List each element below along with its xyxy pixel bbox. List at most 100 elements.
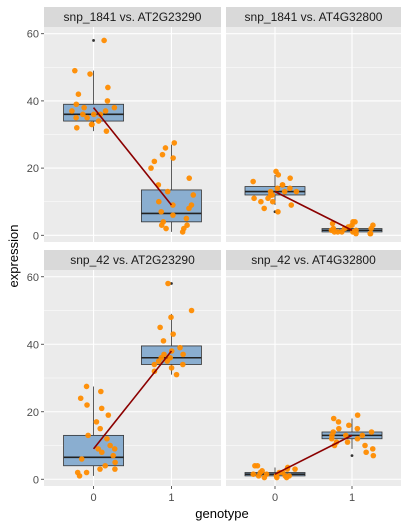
data-point — [72, 67, 78, 74]
data-point — [83, 469, 90, 476]
data-point — [265, 195, 271, 202]
data-point — [151, 158, 158, 165]
data-point — [344, 439, 351, 445]
data-point — [102, 462, 109, 469]
y-tick-label: 20 — [27, 407, 39, 419]
data-point — [281, 188, 288, 195]
data-point — [155, 358, 162, 364]
facet-title: snp_1841 vs. AT2G23290 — [64, 10, 202, 24]
data-point — [170, 212, 176, 218]
data-point — [258, 198, 264, 205]
box-outlier — [170, 282, 173, 285]
trend-line — [92, 107, 173, 206]
data-point — [97, 466, 103, 472]
data-point — [104, 98, 111, 104]
data-point — [157, 324, 163, 331]
facet-panel-1: snp_1841 vs. AT2G23290 0 20 40 60 — [27, 7, 221, 242]
y-tick-label: 20 — [27, 163, 39, 175]
facet-title: snp_1841 vs. AT4G32800 — [245, 10, 383, 24]
data-point — [107, 442, 113, 449]
data-point — [287, 185, 293, 192]
data-point — [170, 202, 176, 208]
facet-title: snp_42 vs. AT4G32800 — [251, 253, 376, 267]
data-point — [279, 182, 286, 188]
data-point — [261, 474, 268, 481]
data-point — [111, 446, 118, 452]
data-point — [112, 459, 118, 466]
data-point — [180, 361, 186, 368]
y-tick-label: 0 — [33, 230, 39, 242]
y-tick-label: 60 — [27, 29, 39, 41]
data-point — [105, 84, 111, 91]
data-point — [148, 165, 154, 171]
data-point — [103, 128, 110, 134]
data-point — [367, 230, 374, 237]
data-point — [288, 202, 295, 208]
data-point — [163, 225, 169, 232]
data-point — [255, 473, 262, 479]
data-point — [254, 462, 261, 469]
data-point — [370, 452, 377, 459]
data-point — [162, 145, 169, 151]
data-point — [78, 456, 85, 462]
facet-strip — [44, 250, 221, 270]
facet-strip — [226, 250, 401, 270]
data-point — [346, 422, 352, 429]
data-point — [89, 121, 95, 128]
data-point — [336, 425, 342, 432]
data-point — [354, 412, 361, 418]
box-outlier — [92, 39, 95, 42]
facet-title: snp_42 vs. AT2G23290 — [70, 253, 195, 267]
data-point — [331, 229, 338, 235]
x-tick-label: 1 — [349, 492, 355, 504]
data-point — [165, 280, 171, 287]
data-point — [81, 104, 87, 111]
y-tick-label: 60 — [27, 272, 39, 284]
data-point — [275, 172, 282, 178]
data-point — [98, 388, 104, 395]
data-point — [359, 432, 366, 439]
data-point — [164, 358, 171, 364]
box-outlier — [350, 454, 354, 458]
x-axis-title: genotype — [195, 506, 249, 521]
data-point — [99, 449, 105, 456]
data-point — [75, 91, 82, 97]
data-point — [170, 155, 176, 161]
data-point — [283, 474, 290, 481]
data-point — [84, 114, 90, 121]
trend-line — [92, 350, 173, 450]
trend-line — [274, 190, 353, 231]
x-tick-label: 1 — [168, 492, 174, 504]
data-point — [250, 178, 256, 185]
facet-strip — [44, 7, 221, 27]
data-point — [85, 432, 91, 439]
data-point — [98, 405, 105, 412]
data-point — [190, 192, 197, 198]
data-point — [111, 104, 118, 111]
data-point — [101, 37, 107, 44]
data-point — [112, 466, 118, 472]
y-tick-label: 0 — [33, 474, 39, 486]
data-point — [177, 344, 183, 351]
data-point — [159, 151, 166, 158]
data-point — [168, 365, 175, 371]
data-point — [330, 415, 337, 422]
data-point — [173, 371, 180, 378]
data-point — [329, 220, 336, 227]
data-point — [188, 307, 195, 314]
data-point — [84, 402, 90, 408]
data-point — [87, 71, 93, 77]
data-point — [179, 229, 186, 235]
data-point — [183, 215, 190, 222]
data-point — [160, 338, 167, 344]
data-point — [186, 175, 193, 181]
data-point — [83, 383, 90, 390]
data-point — [73, 101, 80, 108]
data-point — [354, 425, 361, 432]
data-point — [168, 314, 174, 321]
data-point — [274, 474, 280, 481]
data-point — [335, 419, 342, 425]
data-point — [80, 111, 86, 118]
